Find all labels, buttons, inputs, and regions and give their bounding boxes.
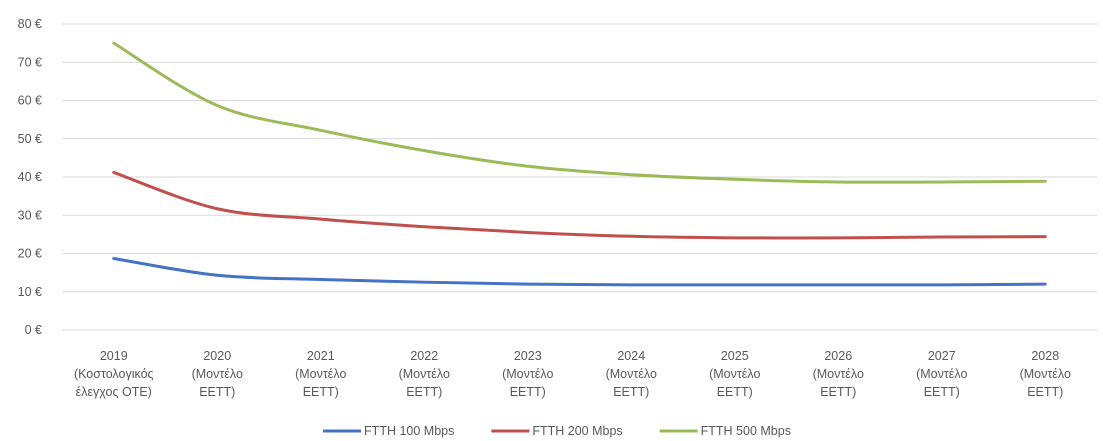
series-line-ftth-200-mbps bbox=[112, 170, 1047, 240]
legend-label: FTTH 500 Mbps bbox=[701, 424, 791, 438]
tick-labels: 0 € 10 € 20 € 30 € 40 € 50 € 60 € 70 € 80 € 2019 (… bbox=[18, 17, 1071, 399]
y-tick-label: 40 € bbox=[18, 170, 42, 184]
x-tick-label-line: ΕΕΤΤ) bbox=[1027, 385, 1063, 399]
x-tick-label: 2019 (Κοστολογικός έλεγχος ΟΤΕ) bbox=[74, 349, 154, 399]
y-tick-label: 0 € bbox=[25, 323, 42, 337]
x-tick-label-line: ΕΕΤΤ) bbox=[717, 385, 753, 399]
y-tick-label: 20 € bbox=[18, 247, 42, 261]
x-tick-label: 2022 (Μοντέλο ΕΕΤΤ) bbox=[399, 349, 450, 399]
y-tick-label: 60 € bbox=[18, 94, 42, 108]
x-tick-label-line: 2025 bbox=[721, 349, 749, 363]
x-tick-label-line: 2023 bbox=[514, 349, 542, 363]
x-tick-label-line: ΕΕΤΤ) bbox=[199, 385, 235, 399]
x-tick-label: 2028 (Μοντέλο ΕΕΤΤ) bbox=[1020, 349, 1071, 399]
x-tick-label-line: 2028 bbox=[1031, 349, 1059, 363]
x-tick-label-line: 2026 bbox=[824, 349, 852, 363]
x-tick-label-line: ΕΕΤΤ) bbox=[510, 385, 546, 399]
x-tick-label-line: (Μοντέλο bbox=[916, 367, 967, 381]
y-tick-label: 10 € bbox=[18, 285, 42, 299]
x-tick-label-line: (Μοντέλο bbox=[709, 367, 760, 381]
legend-item: FTTH 200 Mbps bbox=[491, 424, 623, 438]
y-tick-label: 30 € bbox=[18, 208, 42, 222]
x-tick-label-line: 2021 bbox=[307, 349, 335, 363]
x-tick-label-line: (Μοντέλο bbox=[606, 367, 657, 381]
x-tick-label-line: ΕΕΤΤ) bbox=[303, 385, 339, 399]
x-tick-label: 2024 (Μοντέλο ΕΕΤΤ) bbox=[606, 349, 657, 399]
series-line-ftth-500-mbps bbox=[112, 41, 1047, 184]
x-tick-label-line: ΕΕΤΤ) bbox=[406, 385, 442, 399]
x-tick-label: 2027 (Μοντέλο ΕΕΤΤ) bbox=[916, 349, 967, 399]
gridlines bbox=[62, 23, 1097, 293]
x-tick-label-line: 2027 bbox=[928, 349, 956, 363]
x-tick-label: 2020 (Μοντέλο ΕΕΤΤ) bbox=[192, 349, 243, 399]
x-tick-label-line: (Μοντέλο bbox=[399, 367, 450, 381]
x-tick-label: 2025 (Μοντέλο ΕΕΤΤ) bbox=[709, 349, 760, 399]
legend-label: FTTH 100 Mbps bbox=[364, 424, 454, 438]
legend-item: FTTH 500 Mbps bbox=[659, 424, 791, 438]
x-tick-label-line: (Μοντέλο bbox=[1020, 367, 1071, 381]
x-tick-label-line: ΕΕΤΤ) bbox=[924, 385, 960, 399]
x-tick-label-line: 2022 bbox=[410, 349, 438, 363]
series-line-ftth-100-mbps bbox=[112, 256, 1047, 287]
x-tick-label-line: (Κοστολογικός bbox=[74, 367, 154, 381]
x-tick-label-line: 2020 bbox=[203, 349, 231, 363]
x-tick-label-line: 2024 bbox=[617, 349, 645, 363]
x-tick-label: 2026 (Μοντέλο ΕΕΤΤ) bbox=[813, 349, 864, 399]
y-tick-label: 70 € bbox=[18, 55, 42, 69]
x-tick-label-line: (Μοντέλο bbox=[813, 367, 864, 381]
series-lines bbox=[112, 41, 1047, 287]
x-tick-label-line: (Μοντέλο bbox=[192, 367, 243, 381]
x-tick-label-line: ΕΕΤΤ) bbox=[820, 385, 856, 399]
x-tick-label-line: ΕΕΤΤ) bbox=[613, 385, 649, 399]
x-tick-label-line: (Μοντέλο bbox=[502, 367, 553, 381]
x-tick-label-line: (Μοντέλο bbox=[295, 367, 346, 381]
x-tick-label: 2021 (Μοντέλο ΕΕΤΤ) bbox=[295, 349, 346, 399]
legend-item: FTTH 100 Mbps bbox=[323, 424, 454, 438]
x-tick-label: 2023 (Μοντέλο ΕΕΤΤ) bbox=[502, 349, 553, 399]
x-tick-label-line: 2019 bbox=[100, 349, 128, 363]
y-tick-label: 80 € bbox=[18, 17, 42, 31]
x-tick-label-line: έλεγχος ΟΤΕ) bbox=[76, 385, 152, 399]
y-tick-label: 50 € bbox=[18, 132, 42, 146]
legend-label: FTTH 200 Mbps bbox=[532, 424, 622, 438]
legend: FTTH 100 Mbps FTTH 200 Mbps FTTH 500 Mbps bbox=[323, 424, 791, 438]
